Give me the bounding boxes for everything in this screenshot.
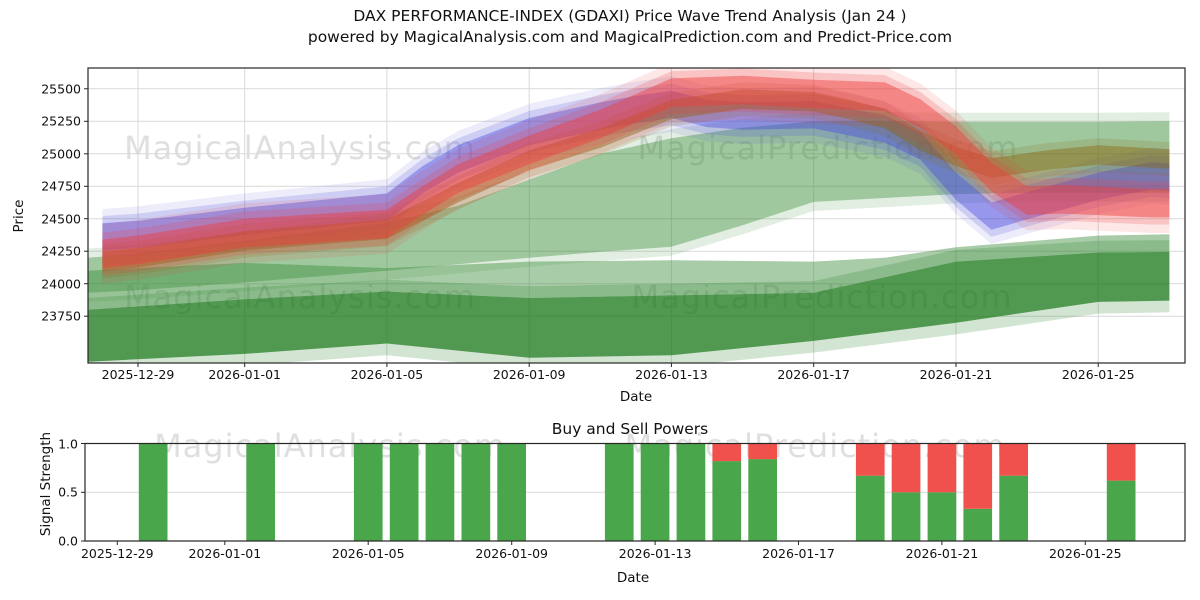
price-x-tick-label: 2026-01-21 [919,367,993,382]
price-y-tick-label: 24250 [41,243,81,259]
signal-x-tick-label: 2026-01-01 [188,546,262,561]
signal-x-tick-label: 2026-01-09 [475,546,548,561]
price-y-tick-label: 25250 [41,113,81,129]
signal-x-tick-label: 2026-01-25 [1048,546,1122,561]
signal-x-tick-label: 2026-01-17 [762,546,835,561]
price-y-tick-label: 23750 [41,308,81,324]
signal-chart-title: Buy and Sell Powers [551,420,709,438]
price-x-tick-label: 2026-01-05 [350,367,424,382]
signal-y-tick-label: 1.0 [58,436,78,451]
watermark-text: MagicalPrediction.com [637,129,1019,167]
price-x-tick-label: 2026-01-09 [492,367,566,382]
signal-x-tick-label: 2026-01-21 [905,546,979,561]
price-y-tick-label: 25000 [41,146,81,162]
signal-date-axis-label: Date [616,570,650,586]
signal-y-tick-label: 0.0 [58,533,78,549]
price-x-tick-label: 2026-01-01 [208,367,281,382]
price-y-tick-label: 25500 [41,81,81,97]
signal-x-tick-label: 2026-01-13 [618,546,692,561]
price-x-tick-label: 2026-01-17 [777,367,851,382]
price-y-tick-label: 24000 [41,276,81,292]
price-y-tick-label: 24750 [41,178,81,194]
signal-x-tick-label: 2025-12-29 [80,546,154,561]
price-x-tick-label: 2026-01-13 [635,367,708,382]
signal-y-tick-label: 0.5 [58,484,78,500]
signal-x-tick-label: 2026-01-05 [331,546,405,561]
price-x-tick-label: 2025-12-29 [101,367,175,382]
watermark-text: MagicalAnalysis.com [124,129,476,167]
price-x-tick-label: 2026-01-25 [1061,367,1135,382]
chart-title: DAX PERFORMANCE-INDEX (GDAXI) Price Wave… [353,7,907,25]
chart-subtitle: powered by MagicalAnalysis.com and Magic… [307,28,953,46]
price-date-axis-label: Date [619,389,653,405]
price-y-tick-label: 24500 [41,211,81,227]
